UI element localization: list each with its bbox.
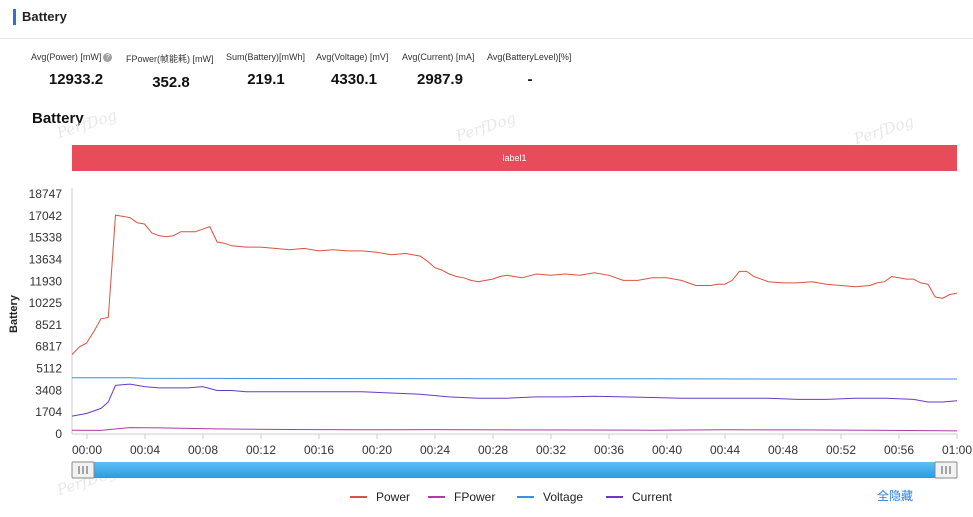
series-line-fpower — [71, 427, 958, 432]
x-tick-label: 00:32 — [536, 443, 566, 457]
stat-value: 219.1 — [247, 71, 285, 88]
stat-value: 4330.1 — [331, 71, 377, 88]
series-line-voltage — [72, 377, 957, 380]
x-tick-label: 00:36 — [594, 443, 624, 457]
label-band — [72, 145, 957, 171]
y-tick-label: 0 — [55, 427, 62, 441]
range-slider-left-handle[interactable] — [71, 461, 95, 479]
range-slider-track[interactable] — [72, 462, 957, 478]
x-tick-label: 00:28 — [478, 443, 508, 457]
y-tick-label: 11930 — [30, 274, 63, 288]
y-tick-label: 10225 — [29, 296, 63, 310]
x-tick-label: 00:08 — [188, 443, 218, 457]
legend-item-current[interactable]: Current — [606, 490, 673, 504]
y-tick-label: 15338 — [29, 231, 63, 245]
series-line-power — [71, 214, 958, 355]
x-tick-label: 00:20 — [362, 443, 392, 457]
legend-item-voltage[interactable]: Voltage — [517, 490, 583, 504]
x-tick-label: 01:00 — [942, 443, 972, 457]
y-tick-label: 8521 — [35, 318, 62, 332]
stat-label: Sum(Battery)[mWh] — [226, 52, 306, 62]
y-tick-label: 17042 — [29, 209, 63, 223]
y-tick-label: 18747 — [29, 187, 63, 201]
section-title: Battery — [22, 9, 67, 24]
range-slider-right-handle[interactable] — [934, 461, 958, 479]
stat-fpower: FPower(帧能耗) [mW] 352.8 — [126, 52, 216, 91]
legend-label: Power — [376, 490, 410, 504]
stat-value: 352.8 — [152, 74, 190, 91]
legend-item-power[interactable]: Power — [350, 490, 410, 504]
series-line-current — [71, 383, 958, 417]
stat-value: 2987.9 — [417, 71, 463, 88]
x-tick-label: 00:56 — [884, 443, 914, 457]
x-tick-label: 00:44 — [710, 443, 740, 457]
legend-label: Voltage — [543, 490, 583, 504]
stat-label: FPower(帧能耗) [mW] — [126, 54, 214, 64]
stat-value: 12933.2 — [48, 71, 104, 89]
y-tick-label: 6817 — [35, 340, 62, 354]
legend-item-fpower[interactable]: FPower — [428, 490, 495, 504]
y-axis-label: Battery — [8, 294, 20, 333]
stat-value: - — [527, 71, 533, 88]
stat-avg-battery-level: Avg(BatteryLevel)[%] - — [487, 52, 573, 88]
stat-avg-current: Avg(Current) [mA] 2987.9 — [402, 52, 478, 88]
y-tick-label: 5112 — [36, 362, 62, 376]
help-icon[interactable]: ? — [103, 53, 113, 63]
y-tick-label: 13634 — [29, 252, 63, 266]
stat-label: Avg(BatteryLevel)[%] — [487, 52, 572, 62]
y-tick-label: 1704 — [35, 405, 62, 419]
stat-label: Avg(Power) [mW]? — [31, 52, 121, 63]
stat-label: Avg(Current) [mA] — [402, 52, 475, 62]
legend-label: FPower — [454, 490, 495, 504]
x-tick-label: 00:48 — [768, 443, 798, 457]
hide-all-button[interactable]: 全隐藏 — [877, 489, 914, 503]
x-tick-label: 00:04 — [130, 443, 160, 457]
x-tick-label: 00:12 — [246, 443, 276, 457]
legend-label: Current — [632, 490, 673, 504]
chart-title: Battery — [32, 110, 84, 127]
stat-avg-power: Avg(Power) [mW]? 12933.2 — [31, 52, 121, 88]
x-tick-label: 00:16 — [304, 443, 334, 457]
stat-avg-voltage: Avg(Voltage) [mV] 4330.1 — [316, 52, 392, 88]
label-band-text: label1 — [502, 153, 526, 163]
x-tick-label: 00:52 — [826, 443, 856, 457]
x-tick-label: 00:40 — [652, 443, 682, 457]
stat-sum-battery: Sum(Battery)[mWh] 219.1 — [226, 52, 306, 88]
x-tick-label: 00:00 — [72, 443, 102, 457]
stat-label: Avg(Voltage) [mV] — [316, 52, 389, 62]
section-header: Battery — [0, 0, 973, 39]
section-accent-bar — [13, 9, 16, 25]
y-tick-label: 3408 — [35, 383, 62, 397]
x-tick-label: 00:24 — [420, 443, 450, 457]
